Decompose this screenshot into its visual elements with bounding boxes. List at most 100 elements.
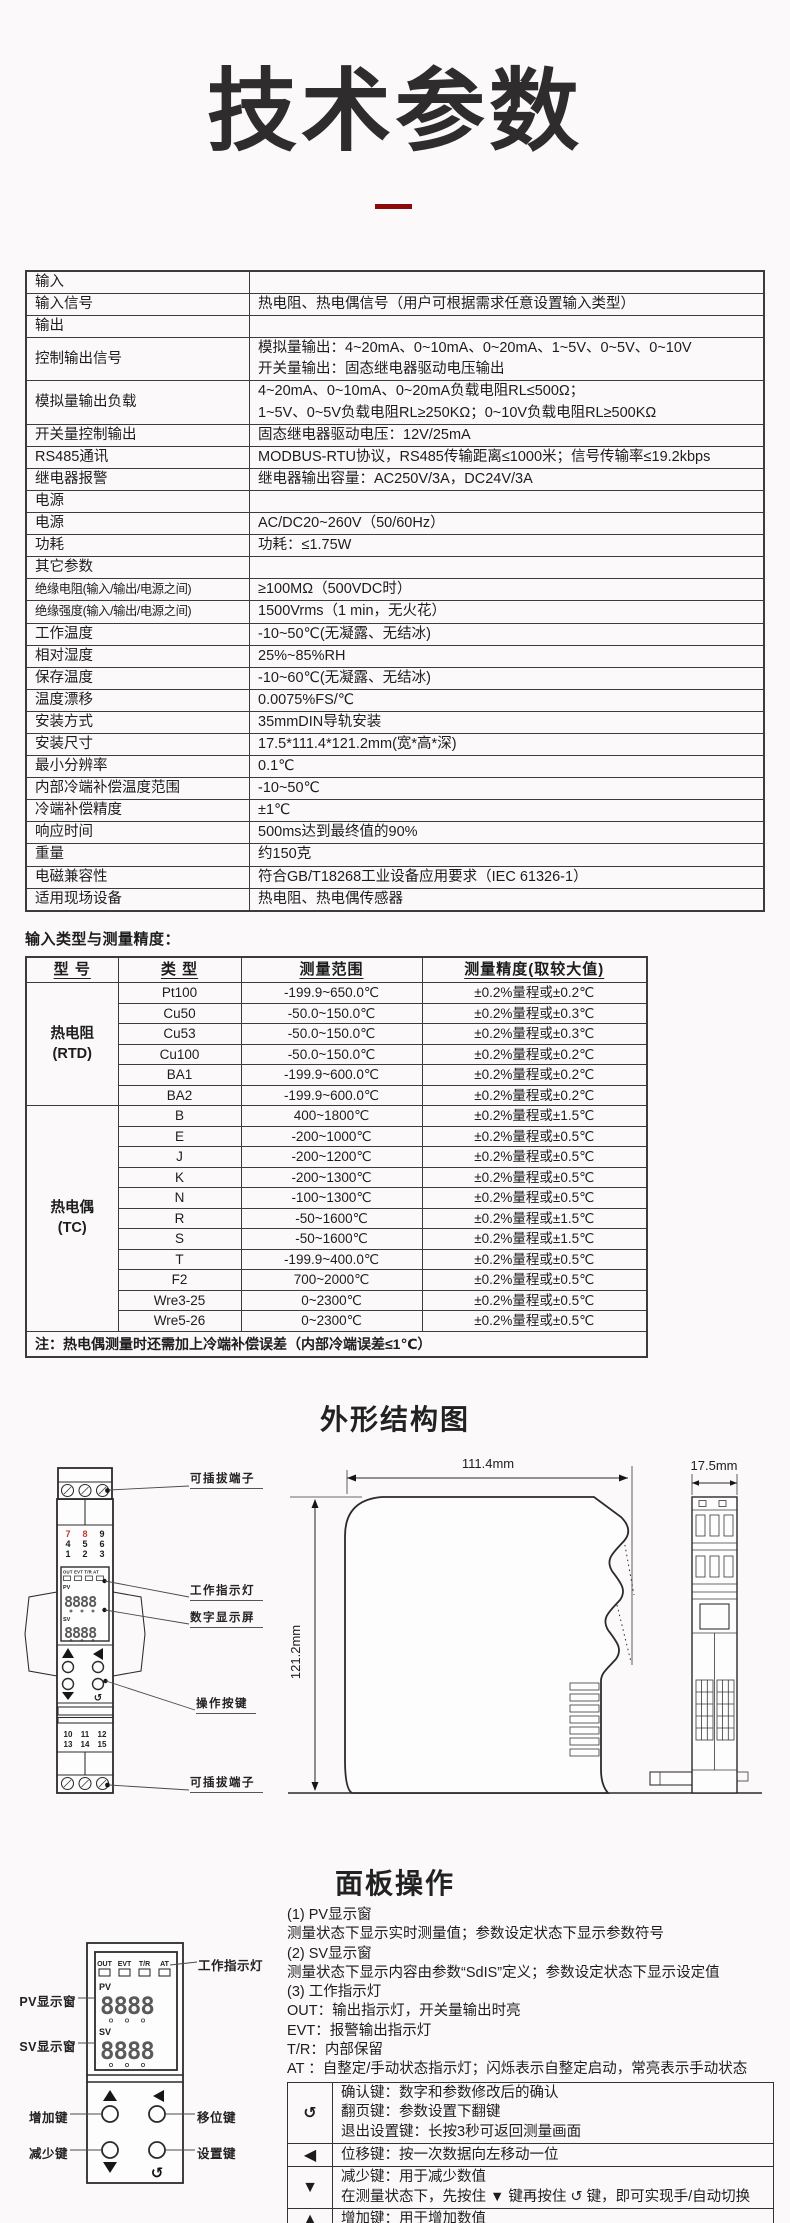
- spec-label: 温度漂移: [25, 688, 250, 712]
- led-labels: OUT EVT T/R AT: [63, 1570, 99, 1575]
- spec-label: 内部冷端补偿温度范围: [25, 777, 250, 801]
- shift-key-icon: [153, 2090, 164, 2102]
- key-description: 增加键：用于增加数值: [332, 2208, 774, 2223]
- spec-value-line: 热电阻、热电偶传感器: [258, 890, 403, 907]
- spec-section-row: 输出: [25, 315, 765, 339]
- spec-value: 17.5*111.4*121.2mm(宽*高*深): [249, 732, 765, 757]
- types-cell: -100~1300℃: [240, 1187, 423, 1209]
- key-description-line: 翻页键：参数设置下翻键: [341, 2104, 501, 2121]
- types-cell: BA1: [117, 1064, 242, 1086]
- spec-row: 工作温度 -10~50℃(无凝露、无结冰): [25, 622, 765, 646]
- spec-value: 35mmDIN导轨安装: [249, 710, 765, 734]
- spec-label: 保存温度: [25, 666, 250, 690]
- key-description-line: 增加键：用于增加数值: [341, 2211, 486, 2223]
- types-row: F2 700~2000℃ ±0.2%量程或±0.5℃: [26, 1269, 648, 1291]
- spec-value-line: 500ms达到最终值的90%: [258, 824, 418, 841]
- spec-value-line: 模拟量输出：4~20mA、0~10mA、0~20mA、1~5V、0~5V、0~1…: [258, 340, 692, 357]
- label-dec-key: 减少键: [28, 2147, 68, 2161]
- types-cell: 700~2000℃: [240, 1269, 423, 1291]
- spec-label: 适用现场设备: [25, 887, 250, 912]
- types-cell: ±0.2%量程或±0.5℃: [421, 1248, 648, 1270]
- spec-label: 其它参数: [25, 556, 250, 580]
- panel-note-line: EVT：报警输出指示灯: [287, 2022, 432, 2039]
- panel-leaders: [70, 1961, 198, 2151]
- svg-text:789: 789: [65, 1529, 104, 1539]
- spec-value: 模拟量输出：4~20mA、0~10mA、0~20mA、1~5V、0~5V、0~1…: [249, 337, 765, 382]
- key-row: ↺ 确认键：数字和参数修改后的确认 翻页键：参数设置下翻键 退出设置键：长按3秒可返回…: [287, 2081, 774, 2145]
- types-header: 测量范围: [240, 956, 423, 983]
- spec-value-line: MODBUS-RTU协议，RS485传输距离≤1000米；信号传输率≤19.2k…: [258, 448, 711, 465]
- types-cell: -50.0~150.0℃: [240, 1043, 423, 1065]
- types-cell: -50.0~150.0℃: [240, 1023, 423, 1045]
- group-abbr: (TC): [57, 1220, 87, 1237]
- structure-heading: 外形结构图: [319, 1404, 470, 1435]
- spec-row: 继电器报警 继电器输出容量：AC250V/3A，DC24V/3A: [25, 467, 765, 491]
- shift-key-icon: [93, 1648, 103, 1660]
- types-header: 测量精度(取较大值): [421, 956, 648, 983]
- key-description-line: 退出设置键：长按3秒可返回测量画面: [341, 2123, 582, 2140]
- types-cell: ±0.2%量程或±0.5℃: [421, 1310, 648, 1332]
- types-cell: ±0.2%量程或±0.5℃: [421, 1125, 648, 1147]
- spec-label: 输入: [25, 270, 250, 295]
- types-row: T -199.9~400.0℃ ±0.2%量程或±0.5℃: [26, 1248, 648, 1270]
- types-note-row: 注：热电偶测量时还需加上冷端补偿误差（内部冷端误差≤1℃）: [25, 1330, 648, 1357]
- spec-value-line: 开关量输出：固态继电器驱动电压输出: [258, 361, 505, 378]
- up-key-icon: [62, 1648, 74, 1658]
- svg-text:EVT: EVT: [118, 1961, 132, 1968]
- spec-value: ≥100MΩ（500VDC时）: [249, 578, 765, 602]
- types-header-row: 型 号类 型测量范围 测量精度(取较大值): [25, 956, 648, 983]
- key-description-line: 确认键：数字和参数修改后的确认: [341, 2085, 559, 2101]
- types-cell: Wre5-26: [117, 1310, 242, 1332]
- types-row: Cu50 -50.0~150.0℃ ±0.2%量程或±0.3℃: [26, 1002, 648, 1024]
- spec-label: 相对湿度: [25, 644, 250, 668]
- types-cell: K: [117, 1166, 242, 1188]
- svg-text:456: 456: [65, 1539, 104, 1549]
- key-description-line: 在测量状态下，先按住 ▼ 键再按住 ↺ 键，即可实现手/自动切换: [341, 2188, 751, 2205]
- spec-value-line: -10~50℃: [258, 780, 320, 797]
- spec-row: 相对湿度 25%~85%RH: [25, 644, 765, 668]
- key-description: 减少键：用于减少数值 在测量状态下，先按住 ▼ 键再按住 ↺ 键，即可实现手/自动…: [332, 2166, 774, 2210]
- types-row: N -100~1300℃ ±0.2%量程或±0.5℃: [26, 1187, 648, 1209]
- spec-value: [249, 489, 765, 514]
- spec-label: 冷端补偿精度: [25, 799, 250, 823]
- types-cell: Wre3-25: [117, 1289, 242, 1311]
- types-cell: ±0.2%量程或±0.3℃: [421, 1023, 648, 1045]
- spec-row: 适用现场设备 热电阻、热电偶传感器: [25, 887, 765, 912]
- spec-row: 绝缘强度(输入/输出/电源之间) 1500Vrms（1 min，无火花）: [25, 600, 765, 624]
- spec-value: [249, 556, 765, 580]
- spec-value: [249, 270, 765, 295]
- types-cell: -50.0~150.0℃: [240, 1002, 423, 1024]
- spec-value-line: -10~50℃(无凝露、无结冰): [258, 625, 431, 642]
- spec-value-line: 4~20mA、0~10mA、0~20mA负载电阻RL≤500Ω；: [258, 383, 585, 400]
- spec-label: 安装方式: [25, 710, 250, 734]
- spec-label: RS485通讯: [25, 445, 250, 469]
- spec-label: 响应时间: [25, 821, 250, 845]
- types-cell: -200~1200℃: [240, 1146, 423, 1168]
- spec-label: 重量: [25, 843, 250, 867]
- spec-value-line: ±1℃: [258, 802, 291, 819]
- key-icon: ▼: [287, 2166, 333, 2210]
- types-cell: S: [117, 1228, 242, 1250]
- label-indicator: 工作指示灯: [198, 1959, 264, 1973]
- sv-digits: 8888: [64, 1624, 97, 1642]
- key-description-line: 位移键：按一次数据向左移动一位: [341, 2146, 559, 2163]
- spec-value: -10~60℃(无凝露、无结冰): [249, 666, 765, 690]
- types-row: Cu53 -50.0~150.0℃ ±0.2%量程或±0.3℃: [26, 1023, 648, 1045]
- spec-row: 冷端补偿精度 ±1℃: [25, 799, 765, 823]
- types-header: 型 号: [25, 956, 119, 983]
- svg-text:123: 123: [65, 1549, 104, 1559]
- spec-row: RS485通讯 MODBUS-RTU协议，RS485传输距离≤1000米；信号传输…: [25, 445, 765, 469]
- spec-value: 1500Vrms（1 min，无火花）: [249, 600, 765, 624]
- spec-row: 响应时间 500ms达到最终值的90%: [25, 821, 765, 845]
- spec-value: 4~20mA、0~10mA、0~20mA负载电阻RL≤500Ω； 1~5V、0~5…: [249, 380, 765, 425]
- spec-value: 继电器输出容量：AC250V/3A，DC24V/3A: [249, 467, 765, 491]
- page-title: 技术参数: [207, 62, 583, 162]
- spec-label: 输出: [25, 315, 250, 339]
- types-cell: Pt100: [117, 982, 242, 1004]
- types-cell: -199.9~400.0℃: [240, 1248, 423, 1270]
- svg-text:T/R: T/R: [139, 1961, 150, 1968]
- types-group-label: 热电阻 (RTD): [25, 982, 119, 1106]
- types-cell: T: [117, 1248, 242, 1270]
- types-row: 热电阻 (RTD) Pt100 -199.9~650.0℃ ±0.2%量程或±0.2℃: [25, 982, 648, 1106]
